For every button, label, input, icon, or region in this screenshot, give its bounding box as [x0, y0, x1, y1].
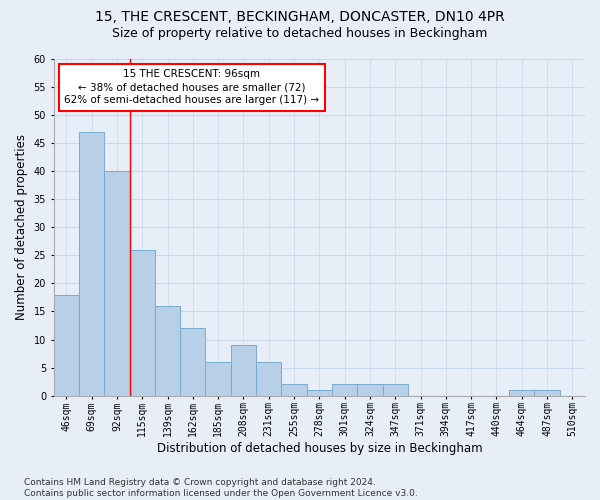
Bar — [509, 390, 535, 396]
Bar — [155, 306, 180, 396]
Bar — [205, 362, 231, 396]
Y-axis label: Number of detached properties: Number of detached properties — [15, 134, 28, 320]
Bar — [357, 384, 383, 396]
Bar — [180, 328, 205, 396]
Bar — [307, 390, 332, 396]
Bar — [104, 171, 130, 396]
Bar — [281, 384, 307, 396]
Bar — [130, 250, 155, 396]
Bar — [231, 345, 256, 396]
Bar — [256, 362, 281, 396]
Bar — [332, 384, 357, 396]
Text: Size of property relative to detached houses in Beckingham: Size of property relative to detached ho… — [112, 28, 488, 40]
X-axis label: Distribution of detached houses by size in Beckingham: Distribution of detached houses by size … — [157, 442, 482, 455]
Text: 15, THE CRESCENT, BECKINGHAM, DONCASTER, DN10 4PR: 15, THE CRESCENT, BECKINGHAM, DONCASTER,… — [95, 10, 505, 24]
Bar — [53, 294, 79, 396]
Text: 15 THE CRESCENT: 96sqm
← 38% of detached houses are smaller (72)
62% of semi-det: 15 THE CRESCENT: 96sqm ← 38% of detached… — [64, 69, 319, 106]
Bar — [79, 132, 104, 396]
Text: Contains HM Land Registry data © Crown copyright and database right 2024.
Contai: Contains HM Land Registry data © Crown c… — [24, 478, 418, 498]
Bar — [383, 384, 408, 396]
Bar — [535, 390, 560, 396]
